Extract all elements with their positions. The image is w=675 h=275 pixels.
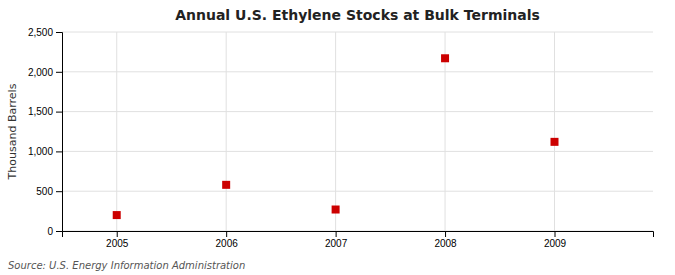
tick-mark <box>56 112 62 113</box>
chart: 2005 2006 2007 2008 2009 0 500 1,000 1,500 2,000 2… <box>0 0 675 275</box>
tick: 0 <box>47 226 62 237</box>
points <box>113 54 559 219</box>
tick-label: 2,000 <box>28 67 53 78</box>
x-axis: 2005 2006 2007 2008 2009 <box>63 231 654 249</box>
tick: 2006 <box>216 231 239 249</box>
tick-label: 1,500 <box>28 106 53 117</box>
grid-line <box>62 32 653 33</box>
title: Annual U.S. Ethylene Stocks at Bulk Term… <box>175 7 540 23</box>
tick: 2,500 <box>28 27 62 38</box>
tick-label: 2009 <box>544 238 567 249</box>
grid-line <box>554 32 555 231</box>
grid-line <box>62 111 653 112</box>
tick: 500 <box>36 186 62 197</box>
source-note: Source: U.S. Energy Information Administ… <box>8 260 245 271</box>
tick: 2,000 <box>28 67 62 78</box>
tick-mark <box>117 231 118 237</box>
tick: 2007 <box>325 231 348 249</box>
tick-label: 2008 <box>434 238 457 249</box>
plot: 2005 2006 2007 2008 2009 0 500 1,000 1,500 2,000 2… <box>28 27 654 249</box>
tick-mark <box>336 231 337 237</box>
tick-label: 2005 <box>106 238 129 249</box>
y-axis: 0 500 1,000 1,500 2,000 2,500 <box>28 27 63 237</box>
tick-label: 2006 <box>216 238 239 249</box>
point <box>441 54 449 62</box>
tick: 1,000 <box>28 146 62 157</box>
tick-mark <box>56 191 62 192</box>
tick-label: 2,500 <box>28 27 53 38</box>
point <box>332 206 340 214</box>
tick-label: 500 <box>36 186 53 197</box>
tick-mark <box>56 32 62 33</box>
grid-line <box>226 32 227 231</box>
grid <box>62 32 653 231</box>
point <box>113 211 121 219</box>
tick-mark <box>226 231 227 237</box>
tick-mark <box>56 72 62 73</box>
tick-mark <box>56 231 62 232</box>
tick-mark <box>56 151 62 152</box>
grid-line <box>335 32 336 231</box>
tick-mark <box>555 231 556 237</box>
tick: 2009 <box>544 231 567 249</box>
tick-label: 0 <box>47 226 53 237</box>
tick: 2008 <box>434 231 457 249</box>
grid-line <box>62 191 653 192</box>
tick-label: 2007 <box>325 238 348 249</box>
grid-line <box>62 151 653 152</box>
point <box>222 181 230 189</box>
tick-mark <box>445 231 446 237</box>
tick: 2005 <box>106 231 129 249</box>
tick-label: 1,000 <box>28 146 53 157</box>
grid-line <box>116 32 117 231</box>
tick: 1,500 <box>28 106 62 117</box>
grid-line <box>62 71 653 72</box>
point <box>551 138 559 146</box>
axis-line <box>63 232 654 238</box>
y-axis-label: Thousand Barrels <box>6 83 19 180</box>
axis-line <box>56 33 63 232</box>
